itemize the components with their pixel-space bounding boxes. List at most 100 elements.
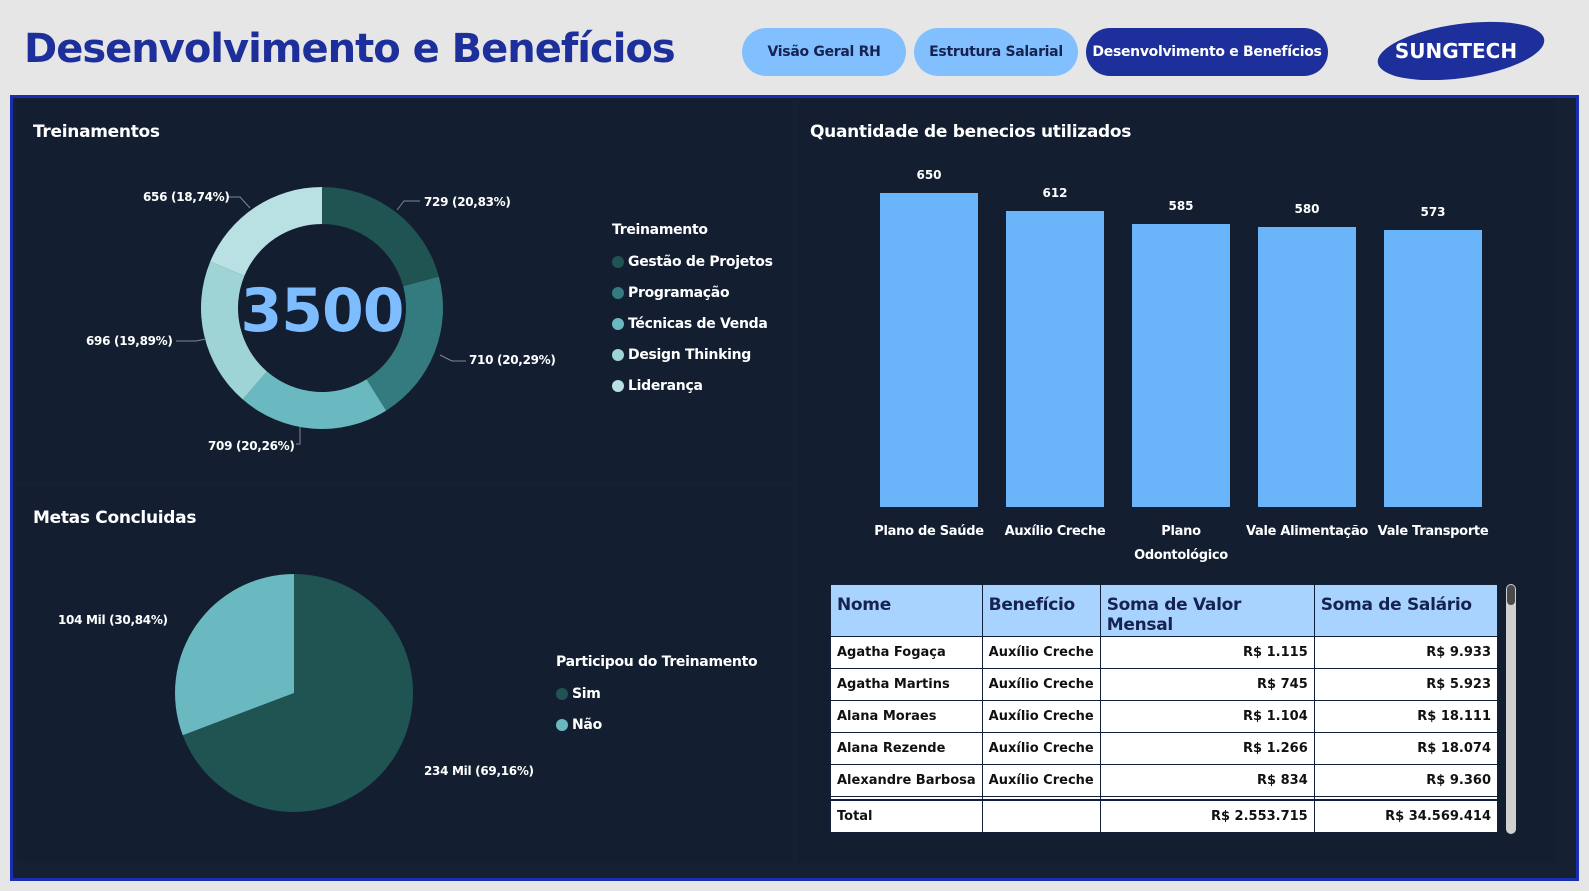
column-header-nome[interactable]: Nome <box>830 584 983 637</box>
legend-item-design[interactable]: Design Thinking <box>612 339 773 370</box>
treinamentos-legend-title: Treinamento <box>612 222 708 238</box>
legend-label: Técnicas de Venda <box>628 315 768 332</box>
legend-item-nao[interactable]: Não <box>556 709 757 740</box>
column-header-salario[interactable]: Soma de Salário <box>1313 584 1499 637</box>
legend-label: Design Thinking <box>628 346 751 363</box>
cell-valor-mensal: R$ 1.104 <box>1099 700 1315 733</box>
bar-category-label: Auxílio Creche <box>1004 524 1106 539</box>
sungtech-logo: SUNGTECH <box>1377 21 1545 80</box>
legend-dot <box>612 348 624 361</box>
bar-category-label: Vale Transporte <box>1377 524 1489 539</box>
legend-item-tecnicas[interactable]: Técnicas de Venda <box>612 308 773 339</box>
donut-slice-0[interactable] <box>322 187 439 287</box>
donut-label-lideranca: 656 (18,74%) <box>143 190 230 204</box>
cell-valor-mensal: R$ 745 <box>1099 668 1315 701</box>
cell-nome: Agatha Martins <box>830 668 983 701</box>
legend-label: Programação <box>628 284 730 301</box>
bar-value-label: 585 <box>1168 199 1194 214</box>
pie-slice-1[interactable] <box>174 574 294 736</box>
metas-title: Metas Concluidas <box>33 508 197 528</box>
metas-legend-title: Participou do Treinamento <box>556 654 758 670</box>
legend-label: Gestão de Projetos <box>628 253 773 270</box>
bar-value-label: 612 <box>1042 186 1068 201</box>
nav-visao-geral-button[interactable]: Visão Geral RH <box>742 28 906 76</box>
bar-2[interactable] <box>1132 224 1230 507</box>
donut-slice-1[interactable] <box>366 276 443 411</box>
cell-salario: R$ 18.074 <box>1313 732 1499 765</box>
legend-dot <box>612 317 624 330</box>
total-valor-mensal: R$ 2.553.715 <box>1099 799 1315 833</box>
metas-pie-chart <box>174 574 413 812</box>
donut-label-design: 696 (19,89%) <box>86 334 173 348</box>
cell-nome: Agatha Fogaça <box>830 636 983 669</box>
logo-text: SUNGTECH <box>1395 39 1517 63</box>
legend-dot <box>612 255 624 268</box>
cell-beneficio: Auxílio Creche <box>981 700 1101 733</box>
legend-dot <box>556 718 568 731</box>
bar-category-label: Plano Odontológico <box>1134 524 1228 563</box>
legend-dot <box>612 379 624 392</box>
pie-label-nao: 104 Mil (30,84%) <box>58 613 168 627</box>
nav-desenvolvimento-button[interactable]: Desenvolvimento e Benefícios <box>1086 28 1328 76</box>
table-row[interactable]: Agatha Martins Auxílio Creche R$ 745 R$ … <box>830 668 1499 701</box>
legend-item-sim[interactable]: Sim <box>556 678 757 709</box>
total-beneficio <box>981 799 1101 833</box>
table-row[interactable]: Agatha Fogaça Auxílio Creche R$ 1.115 R$… <box>830 636 1499 669</box>
bar-0[interactable] <box>880 193 978 507</box>
legend-dot <box>556 687 568 700</box>
cell-nome: Alexandre Barbosa <box>830 764 983 797</box>
pie-label-sim: 234 Mil (69,16%) <box>424 764 534 778</box>
donut-label-tecnicas: 709 (20,26%) <box>208 439 295 453</box>
pie-slice-0[interactable] <box>182 574 413 812</box>
cell-nome: Alana Moraes <box>830 700 983 733</box>
legend-item-programacao[interactable]: Programação <box>612 277 773 308</box>
cell-nome: Alana Rezende <box>830 732 983 765</box>
table-scrollbar-thumb[interactable] <box>1507 585 1515 605</box>
beneficios-table: Nome Benefício Soma de Valor Mensal Soma… <box>830 584 1499 833</box>
cell-salario: R$ 18.111 <box>1313 700 1499 733</box>
legend-item-lideranca[interactable]: Liderança <box>612 370 773 401</box>
column-header-beneficio[interactable]: Benefício <box>981 584 1101 637</box>
page-title: Desenvolvimento e Benefícios <box>24 26 676 72</box>
column-header-valor-mensal[interactable]: Soma de Valor Mensal <box>1099 584 1315 637</box>
cell-beneficio: Auxílio Creche <box>981 732 1101 765</box>
bar-value-label: 573 <box>1420 205 1446 220</box>
legend-item-gestao[interactable]: Gestão de Projetos <box>612 246 773 277</box>
bar-1[interactable] <box>1006 211 1104 507</box>
cell-valor-mensal: R$ 1.266 <box>1099 732 1315 765</box>
legend-label: Sim <box>572 685 601 702</box>
metas-legend: Participou do Treinamento Sim Não <box>556 654 758 740</box>
table-scrollbar[interactable] <box>1506 584 1516 834</box>
table-total-row: Total R$ 2.553.715 R$ 34.569.414 <box>830 799 1499 833</box>
legend-label: Liderança <box>628 377 703 394</box>
cell-salario: R$ 9.933 <box>1313 636 1499 669</box>
bar-value-label: 650 <box>916 168 942 182</box>
donut-label-programacao: 710 (20,29%) <box>469 353 556 367</box>
bar-category-label: Plano de Saúde <box>874 524 984 539</box>
treinamentos-donut-chart <box>201 187 443 429</box>
table-row[interactable]: Alexandre Barbosa Auxílio Creche R$ 834 … <box>830 764 1499 797</box>
donut-label-gestao: 729 (20,83%) <box>424 195 511 209</box>
bar-value-label: 580 <box>1294 201 1320 216</box>
treinamentos-legend: Treinamento Gestão de Projetos Programaç… <box>612 222 773 401</box>
cell-beneficio: Auxílio Creche <box>981 764 1101 797</box>
cell-beneficio: Auxílio Creche <box>981 636 1101 669</box>
nav-estrutura-salarial-button[interactable]: Estrutura Salarial <box>914 28 1078 76</box>
treinamentos-title: Treinamentos <box>33 122 160 142</box>
bar-4[interactable] <box>1384 230 1482 507</box>
treinamentos-total: 3500 <box>240 276 405 346</box>
cell-salario: R$ 9.360 <box>1313 764 1499 797</box>
cell-salario: R$ 5.923 <box>1313 668 1499 701</box>
bar-3[interactable] <box>1258 226 1356 507</box>
donut-slice-4[interactable] <box>210 187 322 276</box>
donut-slice-2[interactable] <box>242 371 387 429</box>
cell-beneficio: Auxílio Creche <box>981 668 1101 701</box>
table-header-row: Nome Benefício Soma de Valor Mensal Soma… <box>830 584 1499 637</box>
table-row[interactable]: Alana Rezende Auxílio Creche R$ 1.266 R$… <box>830 732 1499 765</box>
cell-valor-mensal: R$ 1.115 <box>1099 636 1315 669</box>
table-row[interactable]: Alana Moraes Auxílio Creche R$ 1.104 R$ … <box>830 700 1499 733</box>
total-salario: R$ 34.569.414 <box>1313 799 1499 833</box>
bar-category-label: Vale Alimentação <box>1245 524 1369 539</box>
cell-valor-mensal: R$ 834 <box>1099 764 1315 797</box>
donut-slice-3[interactable] <box>201 261 267 400</box>
